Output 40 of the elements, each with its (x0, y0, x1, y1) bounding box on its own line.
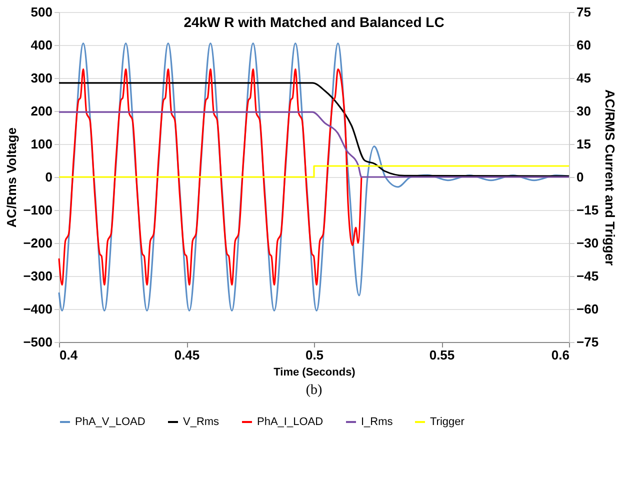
legend-label: PhA_I_LOAD (257, 416, 324, 428)
line-series (58, 82, 570, 177)
y-tick-label: 0 (45, 170, 52, 184)
x-tick-label: 0.6 (551, 348, 570, 362)
y2-tick-label: −30 (576, 236, 599, 250)
y2-tick-label: −45 (576, 268, 599, 284)
y-tick-label: 400 (30, 38, 52, 52)
y2-tick-label: 0 (576, 170, 584, 184)
y2-tick-label: 30 (576, 104, 591, 118)
y-tick-label: −300 (23, 268, 52, 284)
x-tick-label: 0.5 (305, 348, 324, 362)
line-series (58, 111, 570, 178)
legend-label: PhA_V_LOAD (75, 416, 146, 428)
x-tick-label: 0.4 (60, 348, 78, 362)
x-tick-label: 0.55 (429, 348, 455, 362)
y-tick-label: −100 (23, 202, 52, 218)
y-tick-label: −500 (23, 334, 52, 350)
text: (b) (306, 383, 322, 398)
y-tick-label: 300 (30, 70, 52, 86)
legend-label: Trigger (430, 416, 465, 428)
y-tick-label: 200 (30, 104, 52, 118)
y-tick-label: 500 (30, 4, 52, 20)
y2-tick-label: −15 (576, 202, 599, 218)
y2-tick-label: 45 (576, 70, 591, 86)
y2-axis-title: AC/RMS Current and Trigger (602, 89, 618, 266)
y2-tick-label: −60 (576, 302, 599, 316)
y2-tick-label: 15 (576, 136, 591, 152)
y-tick-label: 100 (30, 136, 52, 152)
y2-tick-label: −75 (576, 334, 599, 350)
y-axis-title: AC/Rms Voltage (4, 127, 20, 228)
legend-label: V_Rms (183, 416, 220, 428)
y-tick-label: −200 (23, 236, 52, 250)
y2-tick-label: 60 (576, 38, 591, 52)
chart-title: 24kW R with Matched and Balanced LC (184, 14, 444, 30)
x-tick-label: 0.45 (174, 348, 200, 362)
y2-tick-label: 75 (576, 4, 591, 20)
line-series (58, 68, 362, 286)
x-axis-title: Time (Seconds) (274, 366, 356, 378)
y-tick-label: −400 (23, 302, 52, 316)
legend-label: I_Rms (361, 416, 394, 428)
